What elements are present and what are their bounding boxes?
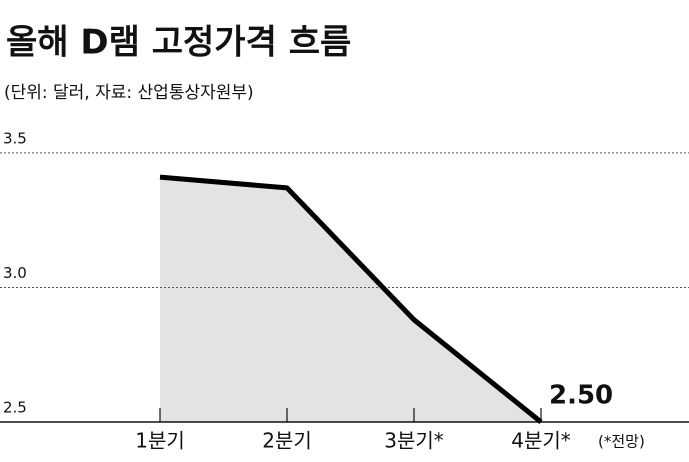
y-tick-label: 2.5 (3, 399, 27, 417)
chart-subtitle: (단위: 달러, 자료: 산업통상자원부) (4, 83, 254, 103)
area (160, 177, 541, 422)
value-label: 2.50 (549, 381, 613, 411)
y-tick-label: 3.0 (3, 264, 27, 282)
x-tick-label: 2분기 (262, 429, 312, 453)
x-tick-label: 3분기* (384, 429, 444, 453)
x-tick-label: 4분기* (511, 429, 571, 453)
y-tick-label: 3.5 (3, 129, 27, 147)
annotation: (*전망) (598, 433, 645, 451)
line (159, 174, 543, 424)
x-tick-label: 1분기 (135, 429, 185, 453)
chart-title: 올해 D램 고정가격 흐름 (6, 23, 351, 63)
